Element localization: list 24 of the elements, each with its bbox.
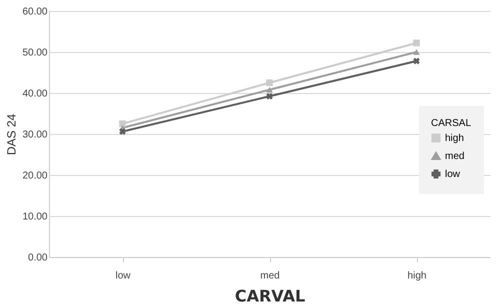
point: [266, 86, 273, 93]
legend-label: low: [445, 169, 461, 180]
y-tick-label: 50.00: [22, 48, 48, 58]
point: [266, 92, 273, 100]
point: [119, 128, 126, 135]
y-tick-label: 20.00: [22, 170, 48, 182]
y-tick-label: 0.00: [28, 252, 48, 264]
legend-label: high: [445, 133, 464, 144]
y-tick-label: 10.00: [22, 212, 48, 222]
legend-label: med: [445, 151, 464, 162]
x-tick-label: low: [115, 270, 132, 282]
x-axis-title: CARVAL: [234, 286, 306, 306]
y-axis-title: DAS 24: [4, 114, 18, 156]
y-tick-label: 40.00: [22, 88, 48, 100]
x-tick-label: high: [408, 270, 426, 282]
legend-title: CARSAL: [431, 118, 472, 129]
point: [413, 49, 420, 55]
y-tick-label: 30.00: [22, 130, 48, 140]
point: [266, 79, 273, 86]
y-tick-label: 60.00: [22, 6, 48, 18]
point: [119, 120, 126, 128]
point: [413, 40, 420, 46]
x-tick-label: med: [260, 270, 280, 282]
point: [413, 58, 420, 64]
